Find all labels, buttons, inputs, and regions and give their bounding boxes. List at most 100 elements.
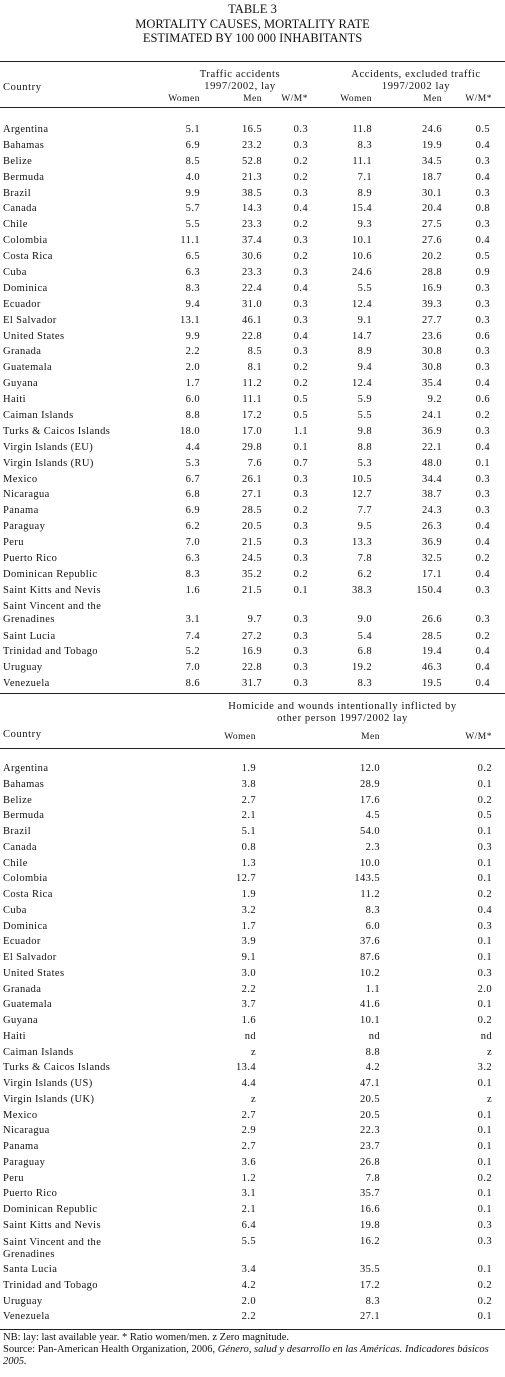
other-men-cell: 17.1 (422, 568, 442, 580)
other-ratio-cell: 0.5 (475, 124, 490, 135)
homicide-ratio-cell: 0.1 (477, 1264, 492, 1275)
country-header-2: Country (3, 729, 42, 740)
table-row: Peru 1.2 7.8 0.2 (0, 1173, 505, 1189)
other-women-cell: 5.3 (357, 457, 372, 469)
traffic-men-cell: 8.5 (247, 346, 262, 358)
homicide-men-cell: 19.8 (360, 1219, 380, 1231)
traffic-men-cell: 20.5 (242, 521, 262, 533)
other-women-cell: 10.6 (352, 251, 372, 263)
traffic-ratio-cell: 0.3 (293, 124, 308, 135)
country-cell: Brazil (3, 187, 32, 199)
table-row: Belize 8.5 52.8 0.2 11.1 34.5 0.3 (0, 156, 505, 172)
traffic-men-cell: 17.0 (242, 425, 262, 437)
country-cell: Venezuela (3, 1311, 50, 1323)
table1-body: Argentina 5.1 16.5 0.3 11.8 24.6 0.5 Bahamas 6.9… (0, 124, 505, 694)
other-ratio-header: W/M* (465, 94, 492, 104)
homicide-ratio-cell: 0.2 (477, 889, 492, 900)
homicide-women-cell: 3.6 (241, 1156, 256, 1168)
traffic-ratio-cell: 0.3 (293, 346, 308, 358)
other-ratio-cell: 0.8 (475, 203, 490, 215)
table-row: Uruguay 2.0 8.3 0.2 (0, 1296, 505, 1312)
traffic-ratio-cell: 0.3 (293, 553, 308, 565)
country-cell: Cuba (3, 267, 27, 279)
traffic-women-cell: 1.6 (185, 584, 200, 596)
country-cell: United States (3, 330, 65, 342)
other-ratio-cell: 0.3 (475, 584, 490, 596)
country-cell: Dominica (3, 920, 48, 932)
table-row: Saint Vincent and the Grenadines 3.1 9.7 0.3… (0, 601, 505, 631)
homicide-ratio-cell: 3.2 (477, 1062, 492, 1074)
homicide-men-cell: 23.7 (360, 1141, 380, 1152)
other-accidents-header: Accidents, excluded traffic (351, 69, 481, 80)
table2-header-rule (0, 748, 505, 749)
other-ratio-cell: 0.3 (475, 489, 490, 501)
other-men-cell: 16.9 (422, 282, 442, 294)
traffic-ratio-cell: 0.3 (293, 613, 308, 625)
other-men-cell: 9.2 (427, 394, 442, 406)
country-cell-line2: Grenadines (3, 613, 55, 625)
table-title: MORTALITY CAUSES, MORTALITY RATE (135, 16, 370, 31)
traffic-accidents-period: 1997/2002, lay (204, 81, 276, 92)
other-men-cell: 24.1 (422, 410, 442, 422)
homicide-women-cell: 1.2 (241, 1172, 256, 1184)
country-cell-line2: Grenadines (3, 1248, 55, 1260)
homicide-men-cell: 41.6 (360, 999, 380, 1011)
homicide-men-cell: 54.0 (360, 826, 380, 837)
table-row: Panama 6.9 28.5 0.2 7.7 24.3 0.3 (0, 505, 505, 521)
other-women-cell: 9.8 (357, 425, 372, 437)
homicide-ratio-cell: 0.3 (477, 1235, 492, 1247)
other-women-cell: 5.5 (357, 410, 372, 422)
other-women-cell: 9.3 (357, 219, 372, 231)
country-cell: Chile (3, 857, 28, 869)
traffic-men-cell: 22.4 (242, 282, 262, 294)
homicide-ratio-cell: 0.1 (477, 857, 492, 869)
traffic-ratio-cell: 0.5 (293, 410, 308, 422)
homicide-women-cell: 1.3 (241, 857, 256, 869)
table-row: Santa Lucia 3.4 35.5 0.1 (0, 1264, 505, 1280)
traffic-ratio-cell: 0.2 (293, 362, 308, 374)
homicide-women-cell: 3.2 (241, 904, 256, 916)
traffic-ratio-cell: 0.4 (293, 330, 308, 342)
other-ratio-cell: 0.4 (475, 171, 490, 183)
country-cell: Guatemala (3, 999, 53, 1011)
other-ratio-cell: 0.4 (475, 537, 490, 549)
country-cell: Turks & Caicos Islands (3, 425, 111, 437)
homicide-ratio-cell: 0.4 (477, 904, 492, 916)
traffic-ratio-cell: 0.3 (293, 521, 308, 533)
traffic-women-cell: 6.2 (185, 521, 200, 533)
traffic-men-cell: 17.2 (242, 410, 262, 422)
other-women-header: Women (340, 94, 372, 104)
homicide-women-cell: 1.9 (241, 763, 256, 774)
homicide-ratio-cell: 0.1 (477, 1125, 492, 1137)
traffic-men-cell: 23.2 (242, 139, 262, 151)
traffic-women-cell: 9.4 (185, 298, 200, 310)
table-row: Panama 2.7 23.7 0.1 (0, 1141, 505, 1157)
country-cell: Bahamas (3, 778, 45, 790)
country-cell: Belize (3, 155, 33, 167)
other-ratio-cell: 0.3 (475, 298, 490, 310)
other-ratio-cell: 0.4 (475, 441, 490, 453)
other-ratio-cell: 0.3 (475, 473, 490, 485)
other-ratio-cell: 0.4 (475, 568, 490, 580)
traffic-women-cell: 5.1 (185, 124, 200, 135)
footnote-nb: NB: lay: last available year. * Ratio wo… (3, 1332, 290, 1343)
other-ratio-cell: 0.3 (475, 505, 490, 517)
country-cell: Argentina (3, 763, 49, 774)
homicide-women-cell: 2.1 (241, 1204, 256, 1215)
other-ratio-cell: 0.6 (475, 330, 490, 342)
other-women-cell: 5.4 (357, 630, 372, 642)
homicide-ratio-cell: 0.1 (477, 936, 492, 948)
table-row: Guyana 1.6 10.1 0.2 (0, 1015, 505, 1031)
country-cell-line1: Saint Vincent and the (3, 600, 102, 612)
traffic-ratio-cell: 0.2 (293, 171, 308, 183)
homicide-ratio-cell: 0.1 (477, 1141, 492, 1152)
other-women-cell: 10.5 (352, 473, 372, 485)
traffic-women-cell: 6.5 (185, 251, 200, 263)
traffic-women-cell: 7.0 (185, 662, 200, 674)
country-cell: Brazil (3, 826, 32, 837)
country-cell: Canada (3, 203, 37, 215)
traffic-women-cell: 5.2 (185, 646, 200, 658)
other-ratio-cell: 0.4 (475, 646, 490, 658)
homicide-ratio-cell: 0.1 (477, 1188, 492, 1200)
homicide-women-cell: 12.7 (236, 873, 256, 885)
